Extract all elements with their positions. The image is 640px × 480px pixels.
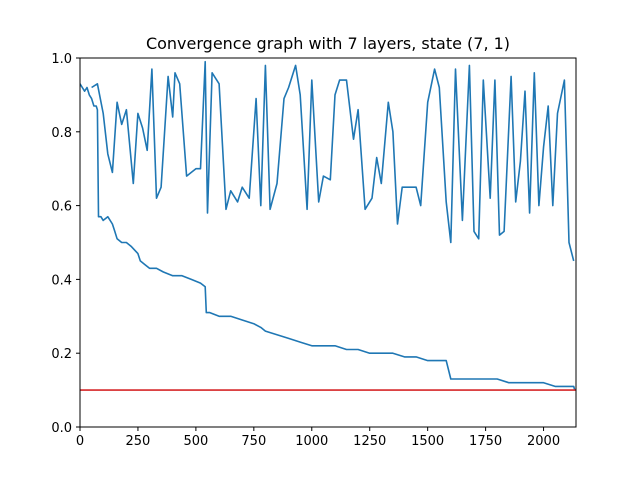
y-tick-label: 0.8 <box>51 126 72 141</box>
series-line-2 <box>91 60 575 262</box>
y-tick-label: 0.6 <box>51 200 72 215</box>
plot-area <box>80 60 576 391</box>
axes-frame <box>79 57 577 428</box>
y-tick-label: 0.0 <box>51 421 72 436</box>
x-tick-label: 750 <box>241 434 266 449</box>
y-tick-label: 0.2 <box>51 347 72 362</box>
x-tick-label: 2000 <box>527 434 560 449</box>
y-tick-label: 0.4 <box>51 273 72 288</box>
x-tick-label: 1000 <box>295 434 328 449</box>
series-line-1 <box>80 83 576 391</box>
y-tick-label: 1.0 <box>51 52 72 67</box>
x-tick-label: 500 <box>183 434 208 449</box>
x-tick-label: 1500 <box>411 434 444 449</box>
x-tick-label: 1250 <box>353 434 386 449</box>
axes: 0 250 500 750 1000 1250 1500 1750 2000 0.0 0.2 0.4 0… <box>51 52 577 449</box>
x-tick-label: 250 <box>126 434 151 449</box>
x-tick-label: 0 <box>76 434 84 449</box>
x-tick-label: 1750 <box>469 434 502 449</box>
chart-title: Convergence graph with 7 layers, state (… <box>146 34 510 53</box>
